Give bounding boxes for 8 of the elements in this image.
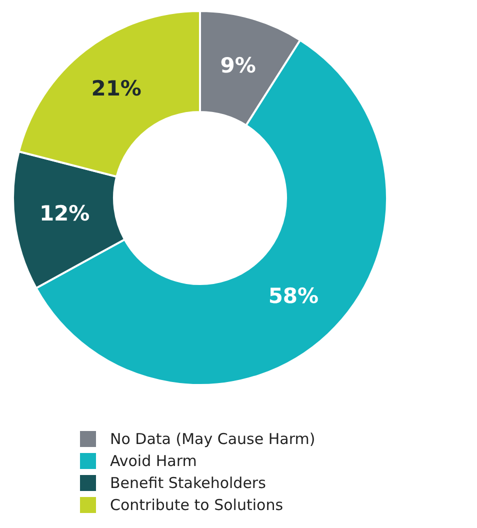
legend-label: Contribute to Solutions — [110, 496, 284, 514]
data-label: 21% — [91, 76, 142, 101]
data-label: 9% — [220, 53, 256, 78]
data-label: 58% — [268, 284, 319, 308]
data-label: 12% — [39, 202, 90, 226]
legend-label: Benefit Stakeholders — [110, 474, 266, 492]
legend-label: Avoid Harm — [110, 452, 197, 470]
legend-label: No Data (May Cause Harm) — [110, 430, 316, 448]
